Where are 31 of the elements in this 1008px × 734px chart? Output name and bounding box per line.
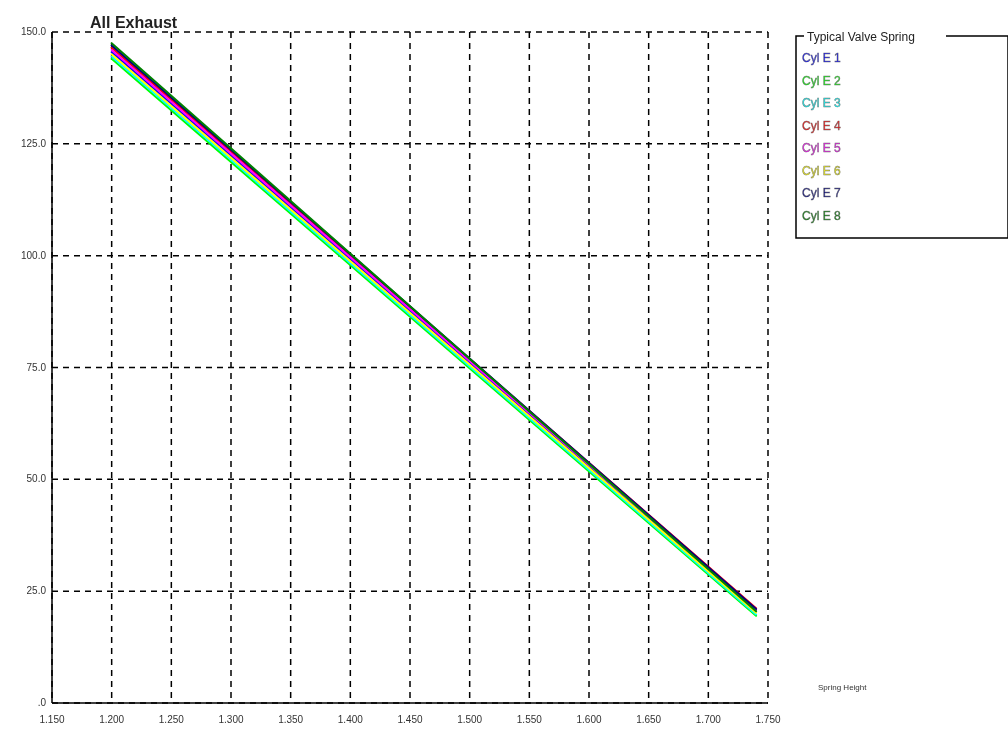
x-tick-label: 1.450 <box>397 714 423 725</box>
x-tick-label: 1.350 <box>278 714 304 725</box>
x-tick-label: 1.750 <box>755 714 781 725</box>
text: Cyl E 8 <box>802 208 841 223</box>
text: Cyl E 2 <box>802 73 841 88</box>
x-tick-label: 1.400 <box>337 714 364 725</box>
y-tick-label: 75.0 <box>26 361 47 373</box>
x-tick-label: 1.250 <box>158 714 185 725</box>
y-tick-label: 50.0 <box>26 473 47 485</box>
x-tick-label: 1.150 <box>39 714 65 725</box>
text: Cyl E 6 <box>802 163 841 178</box>
x-tick-label: 1.500 <box>457 714 483 725</box>
chart-title: All Exhaust <box>90 14 178 31</box>
text: Cyl E 5 <box>802 141 841 155</box>
x-tick-label: 1.200 <box>99 714 125 725</box>
y-tick-label: 125.0 <box>20 137 47 149</box>
text: Cyl E 7 <box>802 186 841 200</box>
y-tick-label: 100.0 <box>20 249 47 261</box>
text: Cyl E 3 <box>802 96 841 110</box>
legend-title: Typical Valve Spring <box>807 30 915 44</box>
x-tick-label: 1.650 <box>636 714 662 725</box>
x-tick-label: 1.550 <box>516 714 543 725</box>
x-tick-label: 1.600 <box>576 714 602 725</box>
x-axis-title: Spring Height <box>818 683 868 692</box>
y-tick-label: 25.0 <box>26 585 47 597</box>
text: Cyl E 4 <box>802 118 841 133</box>
x-tick-label: 1.300 <box>218 714 244 725</box>
text: Cyl E 1 <box>802 51 841 65</box>
y-tick-label: 150.0 <box>20 26 47 37</box>
y-tick-label: .0 <box>37 697 47 708</box>
x-tick-label: 1.700 <box>695 714 722 725</box>
